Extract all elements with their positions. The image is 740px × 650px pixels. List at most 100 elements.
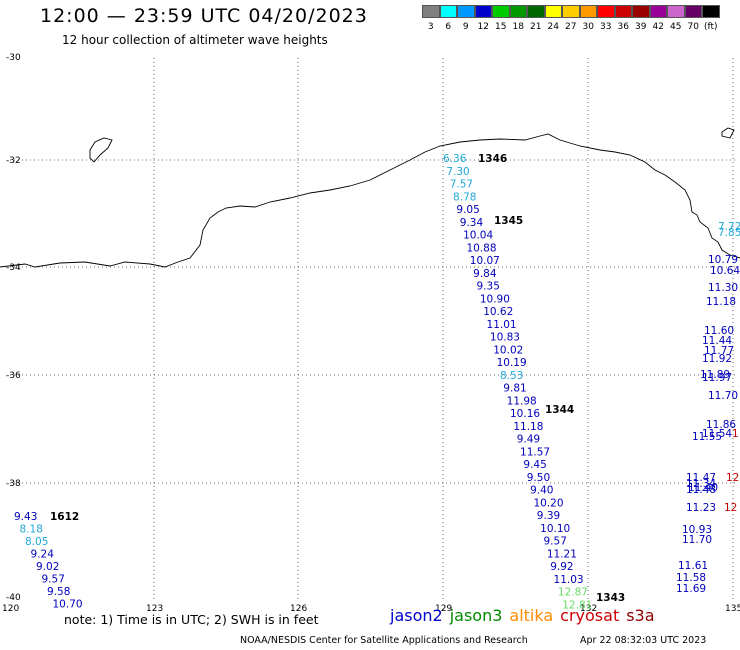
wave-height-value: 10.79 xyxy=(708,254,738,266)
wave-height-value: 9.35 xyxy=(477,281,500,293)
colorbar-swatch xyxy=(562,5,580,18)
colorbar-label: 15 xyxy=(495,22,507,32)
colorbar-label: 6 xyxy=(445,22,452,32)
track-right-values: 7.727.8510.7910.6411.3011.1811.6011.4411… xyxy=(676,221,740,595)
lon-label: 120 xyxy=(2,604,19,614)
wave-height-value: 10.88 xyxy=(466,242,496,254)
wave-height-value: 11.86 xyxy=(706,419,736,431)
wave-height-value: 9.49 xyxy=(517,434,540,446)
wave-height-value: 12 xyxy=(726,472,739,484)
wave-height-value: 11.70 xyxy=(682,534,712,546)
wave-height-value: 10.93 xyxy=(682,524,712,536)
wave-height-value: 11.47 xyxy=(686,472,716,484)
colorbar-swatch xyxy=(614,5,632,18)
lat-label: -34 xyxy=(6,263,21,273)
wave-height-value: 11.23 xyxy=(686,502,716,514)
colorbar-labels: 3 6 9 12 15 18 21 24 27 30 33 36 39 42 45 70 (ft) xyxy=(422,22,720,32)
colorbar-swatch xyxy=(439,5,457,18)
wave-height-value: 9.05 xyxy=(456,204,479,216)
track-main-values: 6.367.307.578.789.059.3410.0410.8810.079… xyxy=(443,153,592,611)
wave-height-value: 11.03 xyxy=(554,574,584,586)
wave-height-value: 9.58 xyxy=(47,586,70,598)
wave-height-value: 11.48 xyxy=(686,484,716,496)
lon-label: 123 xyxy=(146,604,163,614)
lon-labels: 120 123 126 129 132 135 xyxy=(2,604,740,614)
satellite-legend-item: s3a xyxy=(626,606,655,625)
wave-height-value: 8.78 xyxy=(453,191,476,203)
colorbar-label: 70 xyxy=(687,22,699,32)
lat-label: -40 xyxy=(6,593,21,603)
credit-text: NOAA/NESDIS Center for Satellite Applica… xyxy=(240,635,528,646)
wave-height-value: 9.84 xyxy=(473,268,497,280)
satellite-legend-item: jason2 xyxy=(390,606,443,625)
lon-label: 126 xyxy=(290,604,307,614)
colorbar-label: 9 xyxy=(462,22,469,32)
satellite-legend-item: jason3 xyxy=(449,606,503,625)
wave-height-value: 10.70 xyxy=(53,599,83,611)
colorbar-swatch xyxy=(632,5,650,18)
lon-label: 132 xyxy=(580,604,597,614)
satellite-legend-item: altika xyxy=(509,606,554,625)
lat-label: -36 xyxy=(6,371,21,381)
wave-height-value: 11.18 xyxy=(706,296,736,308)
wave-height-value: 12 xyxy=(724,502,737,514)
wave-height-value: 10.64 xyxy=(710,265,740,277)
colorbar-label: 24 xyxy=(547,22,559,32)
track-id-label: 1343 xyxy=(596,592,625,604)
wave-height-value: 10.02 xyxy=(493,344,523,356)
wave-height-value: 9.81 xyxy=(503,383,526,395)
colorbar-label: 45 xyxy=(670,22,682,32)
wave-height-value: 9.57 xyxy=(42,574,65,586)
wave-height-value: 12.87 xyxy=(558,587,588,599)
wave-height-value: 11.58 xyxy=(676,572,706,584)
wave-height-value: 11.21 xyxy=(547,548,577,560)
wave-height-value: 8.05 xyxy=(25,536,48,548)
lat-label: -30 xyxy=(6,53,21,63)
satellite-legend: jason2 jason3 altika cryosat s3a xyxy=(390,606,662,625)
colorbar xyxy=(422,5,720,18)
wave-height-value: 8.53 xyxy=(500,370,523,382)
grid xyxy=(10,58,735,600)
colorbar-swatch xyxy=(527,5,545,18)
wave-height-value: 10.90 xyxy=(480,293,510,305)
wave-height-value: 10.83 xyxy=(490,332,520,344)
colorbar-label: 42 xyxy=(652,22,664,32)
colorbar-label: (ft) xyxy=(703,22,718,32)
wave-height-value: 9.39 xyxy=(537,510,560,522)
wave-height-value: 9.40 xyxy=(530,485,553,497)
colorbar-swatch xyxy=(667,5,685,18)
wave-height-value: 10.62 xyxy=(483,306,513,318)
wave-height-value: 11.34 xyxy=(686,478,716,490)
wave-height-value: 11.69 xyxy=(676,583,706,595)
wave-height-value: 10.10 xyxy=(540,523,570,535)
wave-height-value: 12.81 xyxy=(562,599,592,611)
colorbar-label: 12 xyxy=(477,22,489,32)
wave-height-value: 6.36 xyxy=(443,153,467,165)
colorbar-swatch xyxy=(422,5,440,18)
wave-height-value: 11.30 xyxy=(708,282,738,294)
wave-height-value: 11.44 xyxy=(702,335,732,347)
colorbar-label: 36 xyxy=(617,22,629,32)
wave-height-value: 9.34 xyxy=(460,217,484,229)
map-subtitle: 12 hour collection of altimeter wave hei… xyxy=(62,33,328,47)
colorbar-swatch xyxy=(702,5,720,18)
colorbar-label: 39 xyxy=(635,22,647,32)
colorbar-swatch xyxy=(492,5,510,18)
track-ids: 1346 1345 1344 1343 1612 xyxy=(50,153,625,604)
colorbar-swatch xyxy=(684,5,702,18)
wave-height-value: 9.92 xyxy=(550,561,573,573)
wave-height-value: 7.85 xyxy=(718,227,740,239)
wave-height-value: 11.97 xyxy=(702,372,732,384)
track-id-label: 1345 xyxy=(494,215,523,227)
colorbar-label: 3 xyxy=(427,22,434,32)
wave-height-value: 10.07 xyxy=(470,255,500,267)
colorbar-label: 30 xyxy=(582,22,594,32)
wave-height-value: 11.01 xyxy=(487,319,517,331)
wave-height-value: 7.57 xyxy=(450,179,473,191)
wave-height-value: 10.19 xyxy=(497,357,527,369)
satellite-legend-item: cryosat xyxy=(560,606,620,625)
coastline xyxy=(0,127,740,268)
wave-height-value: 7.72 xyxy=(718,221,740,233)
